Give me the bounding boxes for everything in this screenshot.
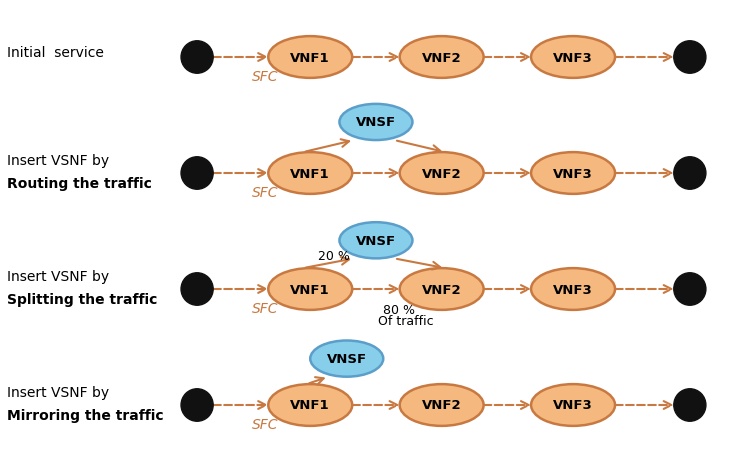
Ellipse shape <box>339 105 412 141</box>
Ellipse shape <box>531 384 615 426</box>
Ellipse shape <box>531 153 615 194</box>
Ellipse shape <box>181 42 213 74</box>
Ellipse shape <box>531 37 615 79</box>
Ellipse shape <box>181 273 213 306</box>
Text: SFC: SFC <box>252 418 278 432</box>
Text: VNF1: VNF1 <box>291 51 330 64</box>
Text: VNF3: VNF3 <box>553 167 593 180</box>
Ellipse shape <box>400 269 483 310</box>
Text: Splitting the traffic: Splitting the traffic <box>7 293 158 307</box>
Text: Initial  service: Initial service <box>7 46 104 60</box>
Text: VNF2: VNF2 <box>422 51 461 64</box>
Ellipse shape <box>269 269 353 310</box>
Ellipse shape <box>310 341 383 377</box>
Text: Mirroring the traffic: Mirroring the traffic <box>7 408 164 422</box>
Ellipse shape <box>674 42 706 74</box>
Text: SFC: SFC <box>252 186 278 200</box>
Ellipse shape <box>674 389 706 421</box>
Text: SFC: SFC <box>252 69 278 83</box>
Text: Insert VSNF by: Insert VSNF by <box>7 269 109 283</box>
Text: Of traffic: Of traffic <box>378 314 434 327</box>
Ellipse shape <box>531 269 615 310</box>
Ellipse shape <box>400 153 483 194</box>
Text: Insert VSNF by: Insert VSNF by <box>7 385 109 399</box>
Text: VNSF: VNSF <box>356 116 396 129</box>
Text: SFC: SFC <box>252 302 278 316</box>
Text: VNF1: VNF1 <box>291 399 330 412</box>
Ellipse shape <box>181 389 213 421</box>
Ellipse shape <box>400 37 483 79</box>
Text: VNF2: VNF2 <box>422 167 461 180</box>
Text: VNF3: VNF3 <box>553 51 593 64</box>
Text: Routing the traffic: Routing the traffic <box>7 177 152 191</box>
Text: VNF3: VNF3 <box>553 399 593 412</box>
Text: VNF2: VNF2 <box>422 283 461 296</box>
Ellipse shape <box>400 384 483 426</box>
Text: VNF1: VNF1 <box>291 283 330 296</box>
Text: VNF2: VNF2 <box>422 399 461 412</box>
Text: 80 %: 80 % <box>383 304 415 317</box>
Text: VNSF: VNSF <box>327 352 366 365</box>
Ellipse shape <box>269 153 353 194</box>
Ellipse shape <box>269 37 353 79</box>
Text: 20 %: 20 % <box>318 249 350 262</box>
Ellipse shape <box>674 157 706 190</box>
Text: VNF3: VNF3 <box>553 283 593 296</box>
Ellipse shape <box>339 223 412 259</box>
Text: VNF1: VNF1 <box>291 167 330 180</box>
Text: VNSF: VNSF <box>356 234 396 247</box>
Ellipse shape <box>181 157 213 190</box>
Ellipse shape <box>269 384 353 426</box>
Ellipse shape <box>674 273 706 306</box>
Text: Insert VSNF by: Insert VSNF by <box>7 154 109 168</box>
